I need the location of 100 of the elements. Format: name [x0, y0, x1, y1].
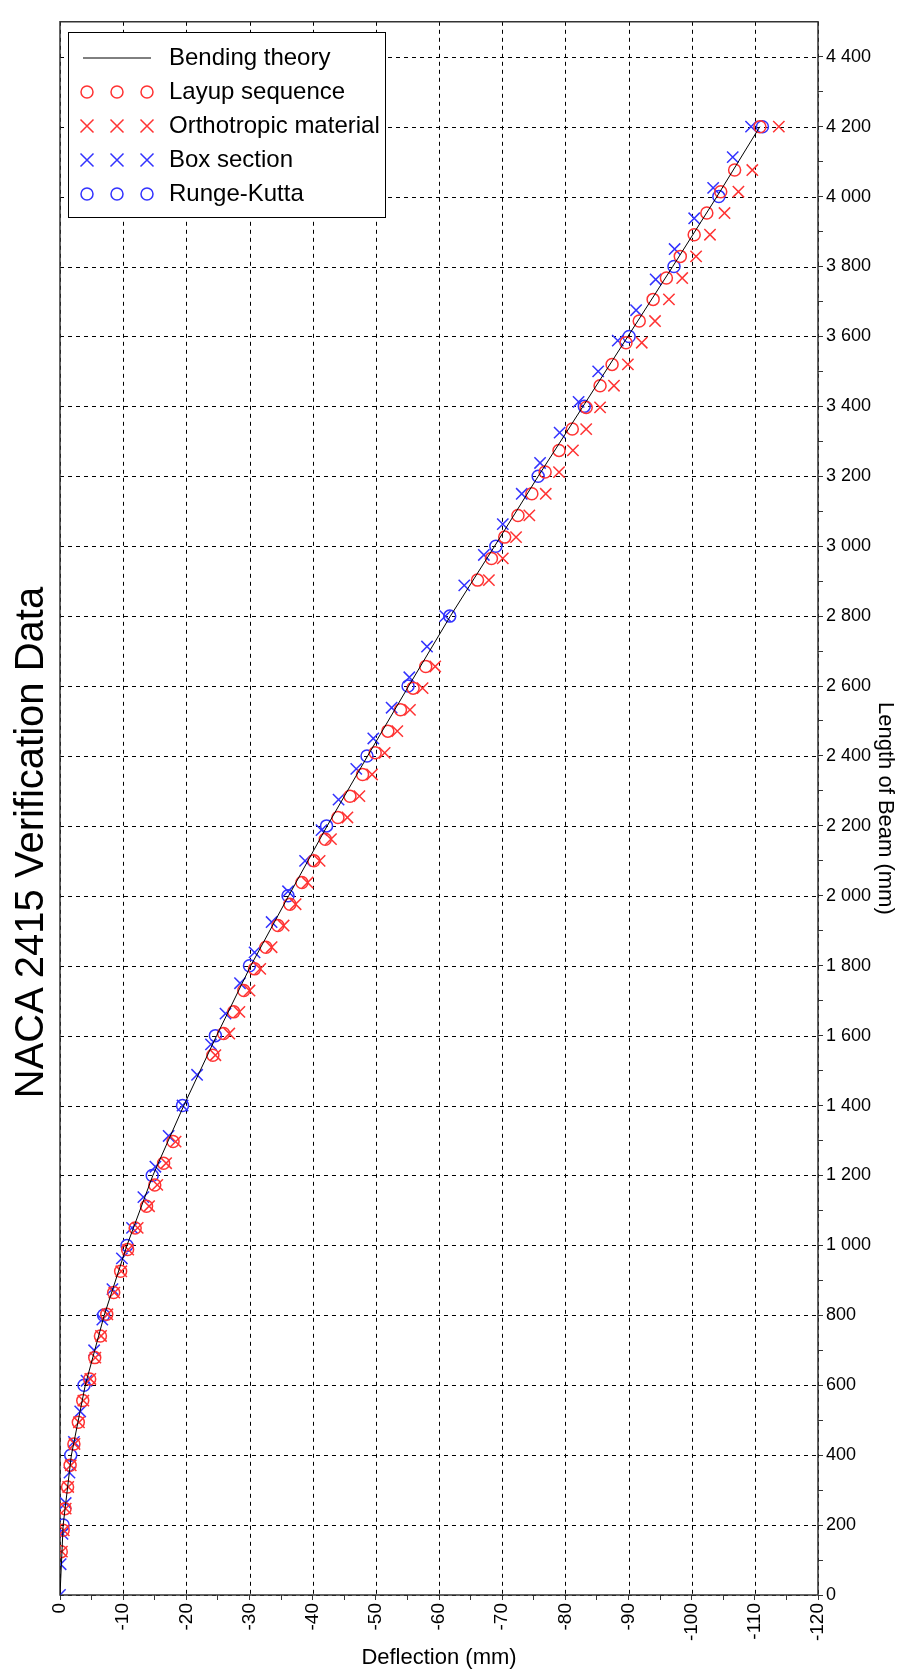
point — [232, 1005, 246, 1019]
y-tick-label: 600 — [826, 1374, 857, 1395]
y-tick-label: 2 200 — [826, 814, 872, 835]
point — [662, 292, 676, 306]
point — [281, 889, 295, 903]
point — [675, 271, 689, 285]
point — [301, 876, 315, 889]
point — [509, 530, 523, 544]
point — [706, 181, 720, 195]
point — [298, 854, 312, 868]
point — [222, 1027, 236, 1040]
point — [718, 206, 731, 220]
point — [145, 1168, 159, 1183]
legend-label: Runge-Kutta — [169, 178, 304, 207]
point — [381, 724, 395, 738]
y-tick-label: 1 800 — [826, 954, 872, 975]
x-axis-title: Deflection (mm) — [361, 1643, 517, 1669]
y-tick-label: 1 200 — [826, 1164, 872, 1185]
x-tick-label: -60 — [427, 1603, 449, 1631]
point — [360, 749, 374, 763]
point — [511, 508, 525, 523]
point — [277, 919, 291, 932]
point — [307, 854, 321, 868]
point — [484, 551, 499, 566]
x-tick-label: -100 — [679, 1603, 701, 1642]
legend-label: Orthotropic material — [169, 110, 380, 139]
point — [265, 915, 279, 929]
legend-label: Bending theory — [169, 42, 331, 71]
point — [80, 1374, 93, 1388]
point — [732, 185, 745, 199]
point — [365, 768, 379, 781]
text: NACA 2415 Verification Data — [7, 586, 52, 1099]
point — [772, 120, 786, 134]
point — [591, 364, 605, 378]
point — [120, 1238, 134, 1253]
y-tick-label: 2 000 — [826, 884, 872, 905]
point — [162, 1129, 176, 1143]
point — [393, 703, 408, 717]
point — [341, 811, 354, 824]
point — [635, 336, 649, 350]
point — [368, 746, 382, 760]
point — [477, 548, 491, 562]
point — [332, 793, 345, 807]
y-tick-label: 3 000 — [826, 535, 872, 556]
point — [605, 357, 619, 372]
y-axis-title: Length of Beam (mm) — [873, 702, 899, 915]
y-tick-label: 3 800 — [826, 255, 872, 276]
y-tick-label: 1 000 — [826, 1234, 872, 1255]
point — [689, 249, 703, 263]
point — [289, 897, 303, 911]
point — [403, 703, 417, 717]
point — [712, 189, 726, 204]
point — [77, 1378, 91, 1392]
point — [622, 329, 636, 344]
point — [295, 875, 309, 890]
x-tick-label: -30 — [237, 1603, 259, 1631]
x-tick-label: -70 — [490, 1603, 512, 1631]
point — [668, 242, 682, 256]
point — [593, 401, 607, 414]
point — [703, 228, 717, 242]
x-tick-label: -40 — [300, 1603, 322, 1631]
y-tick-label: 800 — [826, 1304, 857, 1325]
point — [136, 1190, 150, 1204]
point — [611, 334, 625, 348]
point — [667, 259, 681, 274]
point — [553, 426, 567, 439]
x-tick-label: -90 — [616, 1603, 638, 1631]
point — [115, 1251, 129, 1265]
y-tick-label: 4 200 — [826, 115, 872, 136]
point — [73, 1405, 87, 1418]
point — [349, 762, 363, 776]
point — [63, 1466, 76, 1480]
point — [106, 1282, 119, 1296]
point — [148, 1160, 162, 1174]
point — [233, 976, 247, 990]
point — [219, 1007, 232, 1021]
point — [646, 292, 660, 307]
x-tick-label: -10 — [111, 1603, 133, 1631]
point — [385, 701, 399, 715]
point — [659, 271, 674, 285]
point — [673, 249, 688, 264]
point — [60, 1496, 73, 1510]
point — [489, 539, 503, 553]
point — [552, 465, 566, 479]
point — [259, 940, 273, 954]
point — [649, 273, 663, 286]
point — [318, 832, 333, 846]
point — [525, 487, 539, 501]
point — [496, 552, 510, 565]
point — [713, 184, 728, 199]
point — [687, 227, 701, 242]
point — [331, 810, 345, 825]
x-tick-label: -50 — [364, 1603, 386, 1631]
point — [745, 163, 759, 177]
point — [727, 163, 742, 177]
point — [208, 1028, 223, 1043]
point — [482, 573, 496, 587]
point — [204, 1037, 218, 1051]
point — [271, 918, 285, 933]
point — [247, 962, 262, 976]
